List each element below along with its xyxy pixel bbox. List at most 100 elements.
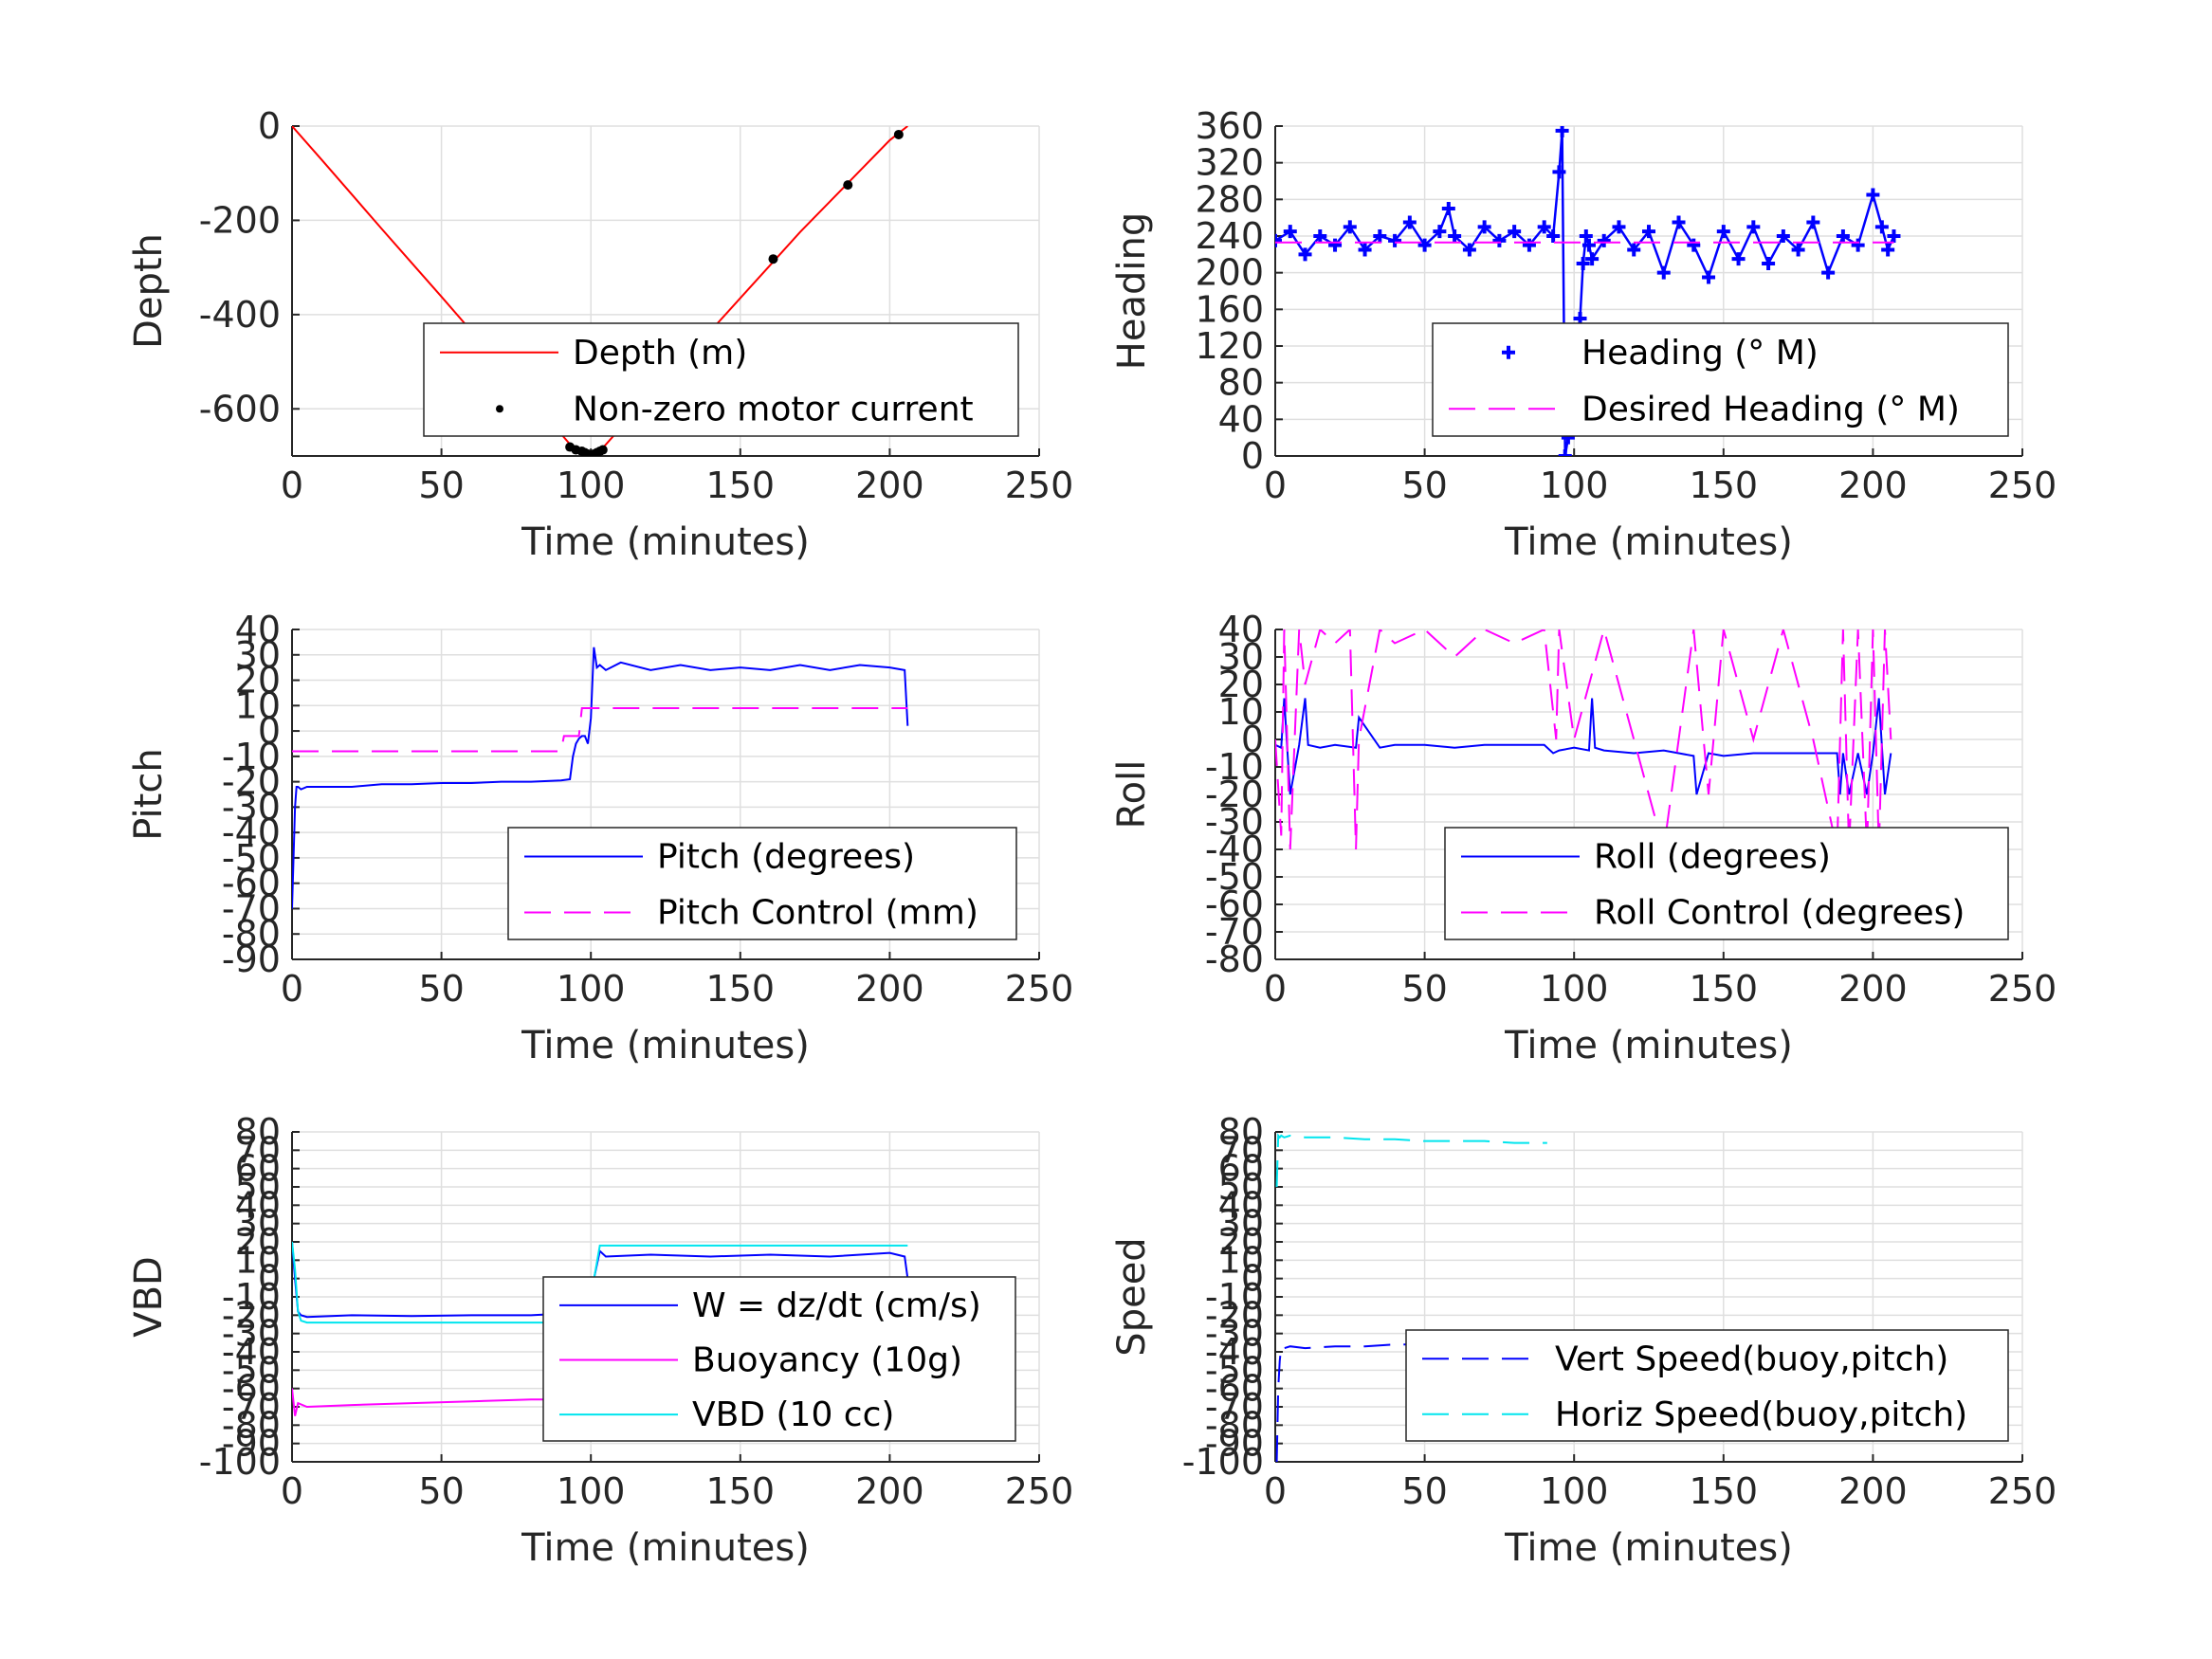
data-point-plus	[1731, 252, 1746, 266]
data-point-plus	[1642, 225, 1655, 239]
y-tick-label: 0	[1241, 435, 1264, 477]
y-tick-label: -600	[199, 388, 281, 429]
y-tick-label: 60	[1218, 1148, 1264, 1190]
y-tick-label: 200	[1195, 252, 1264, 294]
x-tick-label: 200	[1838, 1470, 1908, 1512]
legend-label: Pitch Control (mm)	[657, 894, 978, 933]
legend-label: Roll (degrees)	[1594, 838, 1831, 877]
y-tick-label: -70	[1205, 1386, 1264, 1428]
y-tick-label: 30	[1218, 1203, 1264, 1245]
x-tick-label: 0	[1264, 465, 1287, 506]
data-point-plus	[1433, 225, 1447, 239]
y-tick-label: 70	[1218, 1129, 1264, 1171]
data-point-plus	[1313, 229, 1327, 243]
x-axis-label: Time (minutes)	[1504, 1024, 1793, 1067]
y-tick-label: -30	[222, 1313, 281, 1355]
x-tick-label: 150	[706, 1470, 776, 1512]
y-tick-label: 20	[1218, 664, 1264, 705]
data-point-plus	[1776, 229, 1790, 243]
data-point-plus	[1555, 126, 1569, 137]
series-group	[292, 126, 908, 456]
y-tick-label: 10	[1218, 1239, 1264, 1281]
y-tick-label: -60	[222, 1368, 281, 1410]
y-tick-label: -400	[199, 294, 281, 336]
x-tick-label: 150	[706, 968, 776, 1010]
legend: Roll (degrees) Roll Control (degrees)	[1444, 827, 2009, 940]
y-tick-label: -80	[1205, 939, 1264, 980]
data-point-plus	[1716, 225, 1730, 239]
data-point-plus	[1417, 238, 1432, 252]
x-tick-label: 50	[1401, 968, 1447, 1010]
y-tick-label: 20	[235, 660, 281, 702]
data-point-dot	[893, 129, 904, 139]
x-axis-label: Time (minutes)	[521, 520, 810, 564]
x-axis-label: Time (minutes)	[521, 1526, 810, 1570]
x-tick-label: 0	[1264, 1470, 1287, 1512]
y-tick-label: -50	[1205, 1349, 1264, 1391]
y-tick-label: 280	[1195, 178, 1264, 220]
y-tick-label: -60	[222, 863, 281, 904]
data-point-plus	[1546, 229, 1561, 243]
y-tick-label: -30	[222, 786, 281, 828]
y-tick-label: 10	[235, 684, 281, 726]
y-tick-label: 0	[258, 710, 281, 752]
y-tick-label: -50	[1205, 856, 1264, 898]
x-tick-label: 0	[281, 465, 303, 506]
data-point-plus	[1806, 215, 1820, 229]
y-tick-label: -40	[222, 1331, 281, 1373]
legend-label: W = dz/dt (cm/s)	[692, 1286, 981, 1325]
y-tick-label: -80	[222, 913, 281, 955]
y-tick-label: -100	[199, 1441, 281, 1483]
y-axis-label: VBD	[127, 1256, 171, 1338]
legend: Depth (m) Non-zero motor current	[423, 322, 1019, 437]
legend: Pitch (degrees) Pitch Control (mm)	[507, 827, 1017, 940]
y-tick-label: 40	[1218, 609, 1264, 650]
x-tick-label: 250	[1988, 1470, 2057, 1512]
data-point-plus	[1836, 229, 1850, 243]
y-tick-label: 0	[258, 105, 281, 147]
y-tick-label: 40	[235, 609, 281, 650]
x-tick-label: 50	[418, 1470, 464, 1512]
y-tick-label: -200	[199, 199, 281, 241]
chart-panel-6: 0 50 100 150 200 25080706050403020100-10-20-3…	[1110, 1111, 2057, 1570]
y-tick-label: -70	[222, 887, 281, 929]
data-point-plus	[1492, 233, 1507, 247]
y-tick-label: 320	[1195, 142, 1264, 184]
y-tick-label: -10	[222, 736, 281, 777]
data-point-plus	[1656, 265, 1671, 280]
data-point-plus	[1881, 243, 1895, 257]
y-tick-label: -60	[1205, 884, 1264, 925]
x-axis-label: Time (minutes)	[1504, 520, 1793, 564]
y-tick-label: -20	[222, 761, 281, 803]
x-tick-label: 0	[1264, 968, 1287, 1010]
x-tick-label: 50	[418, 968, 464, 1010]
y-tick-label: 80	[235, 1111, 281, 1153]
y-tick-label: 360	[1195, 105, 1264, 147]
y-tick-label: -40	[1205, 1331, 1264, 1373]
y-tick-label: -10	[222, 1276, 281, 1318]
data-point-dot	[843, 180, 853, 191]
series-line	[1275, 1340, 1547, 1462]
y-tick-label: 50	[1218, 1166, 1264, 1208]
y-tick-label: -10	[1205, 746, 1264, 788]
legend-box	[1432, 322, 2009, 437]
legend-label: Pitch (degrees)	[657, 838, 915, 877]
data-point-plus	[1283, 225, 1297, 239]
data-point-plus	[1874, 220, 1889, 234]
y-tick-label: -50	[222, 837, 281, 879]
y-tick-label: 80	[1218, 362, 1264, 404]
data-point-plus	[1576, 257, 1590, 270]
y-tick-label: -70	[222, 1386, 281, 1428]
x-tick-label: 0	[281, 1470, 303, 1512]
y-tick-label: 0	[258, 1258, 281, 1300]
y-tick-label: 80	[1218, 1111, 1264, 1153]
data-point-plus	[1791, 243, 1805, 257]
data-point-plus	[1866, 188, 1880, 202]
y-tick-label: -100	[1182, 1441, 1264, 1483]
x-axis-label: Time (minutes)	[1504, 1526, 1793, 1570]
legend-label: Depth (m)	[573, 334, 747, 373]
data-point-plus	[1298, 247, 1312, 262]
x-tick-label: 100	[557, 1470, 626, 1512]
chart-panel-1: 0 50 100 150 200 250 0 -200 -400 -600 Time (minute…	[127, 105, 1073, 564]
